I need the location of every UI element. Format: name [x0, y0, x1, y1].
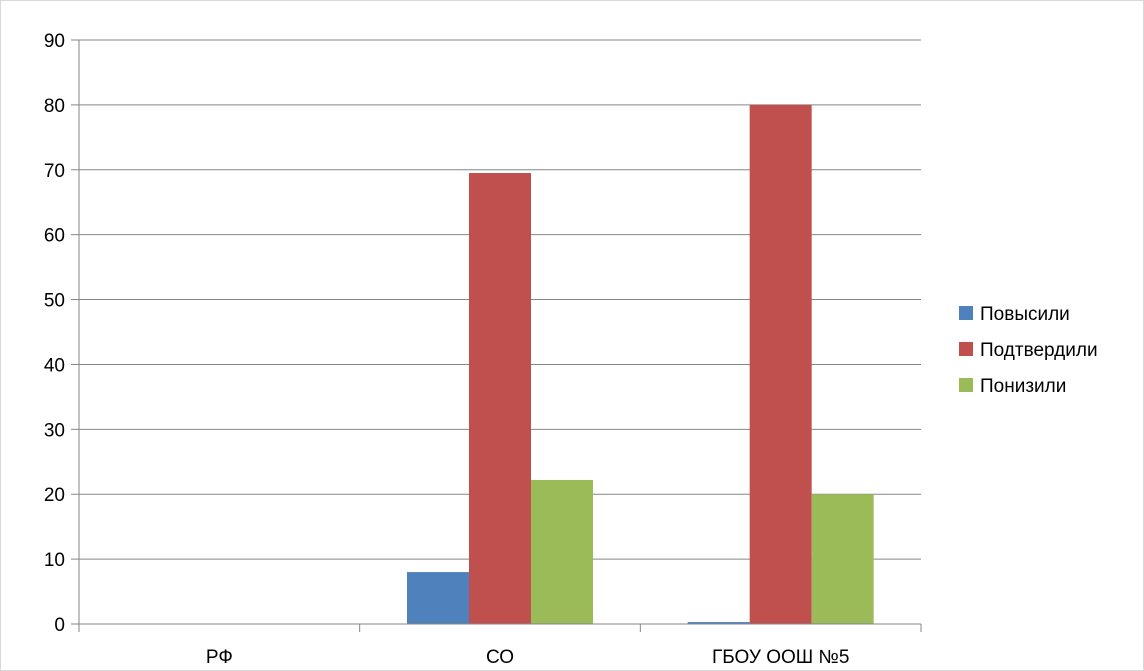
bar-2-3	[749, 104, 812, 624]
bar-3-2	[531, 479, 593, 624]
y-tick-label: 10	[44, 550, 65, 571]
x-tick-label: РФ	[206, 647, 233, 668]
y-tick-label: 70	[44, 161, 65, 182]
bar-1-3	[687, 622, 750, 624]
x-tick-labels: РФ СО ГБОУ ООШ №5	[206, 647, 850, 668]
bar-3-3	[811, 494, 874, 624]
y-tick-label: 60	[44, 226, 65, 247]
legend-label: Повысили	[980, 304, 1070, 325]
legend-swatch	[959, 342, 973, 356]
y-tick-label: 20	[44, 485, 65, 506]
legend-swatch	[959, 378, 973, 392]
legend-label: Понизили	[980, 376, 1066, 397]
x-tick-label: СО	[486, 647, 514, 668]
axes	[78, 40, 921, 625]
legend-label: Подтвердили	[980, 340, 1098, 361]
y-tick-label: 80	[44, 96, 65, 117]
legend: Повысили Подтвердили Понизили	[959, 304, 1098, 397]
bar-1-2	[407, 572, 469, 624]
y-tick-label: 0	[54, 615, 65, 636]
y-tick-label: 90	[44, 31, 65, 52]
bar-2-2	[469, 173, 531, 624]
y-tick-label: 40	[44, 355, 65, 376]
y-tick-label: 30	[44, 420, 65, 441]
x-tick-label: ГБОУ ООШ №5	[712, 647, 849, 668]
bars	[407, 104, 874, 624]
legend-swatch	[959, 306, 973, 320]
y-tick-labels: 0 10 20 30 40 50 60 70 80 90	[44, 31, 65, 636]
y-tick-label: 50	[44, 291, 65, 312]
